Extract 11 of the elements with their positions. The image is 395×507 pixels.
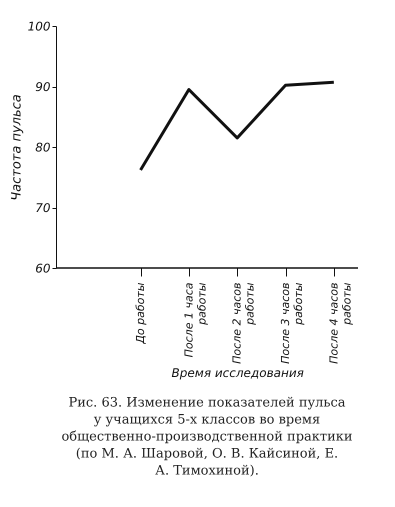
- line-series: [139, 80, 336, 172]
- y-tick-label: 60: [35, 262, 51, 276]
- x-tick-label: После 1 часа работы: [182, 282, 208, 358]
- text: Рис. 63. Изменение показателей пульса у учащихся 5-х классов во время общественно-производственной практики (по М. А. Шаровой, О. В. Кайсиной, Е. А. Тимохиной).: [61, 395, 353, 478]
- y-tick-label: 80: [35, 140, 51, 154]
- y-axis-title: Частота пульса: [10, 94, 25, 201]
- y-tick-label: 70: [35, 201, 51, 215]
- x-axis-title: Время исследования: [172, 366, 304, 380]
- y-tick-label: 90: [35, 80, 51, 94]
- y-tick-label: 100: [28, 20, 51, 34]
- x-tick-label: До работы: [134, 282, 148, 345]
